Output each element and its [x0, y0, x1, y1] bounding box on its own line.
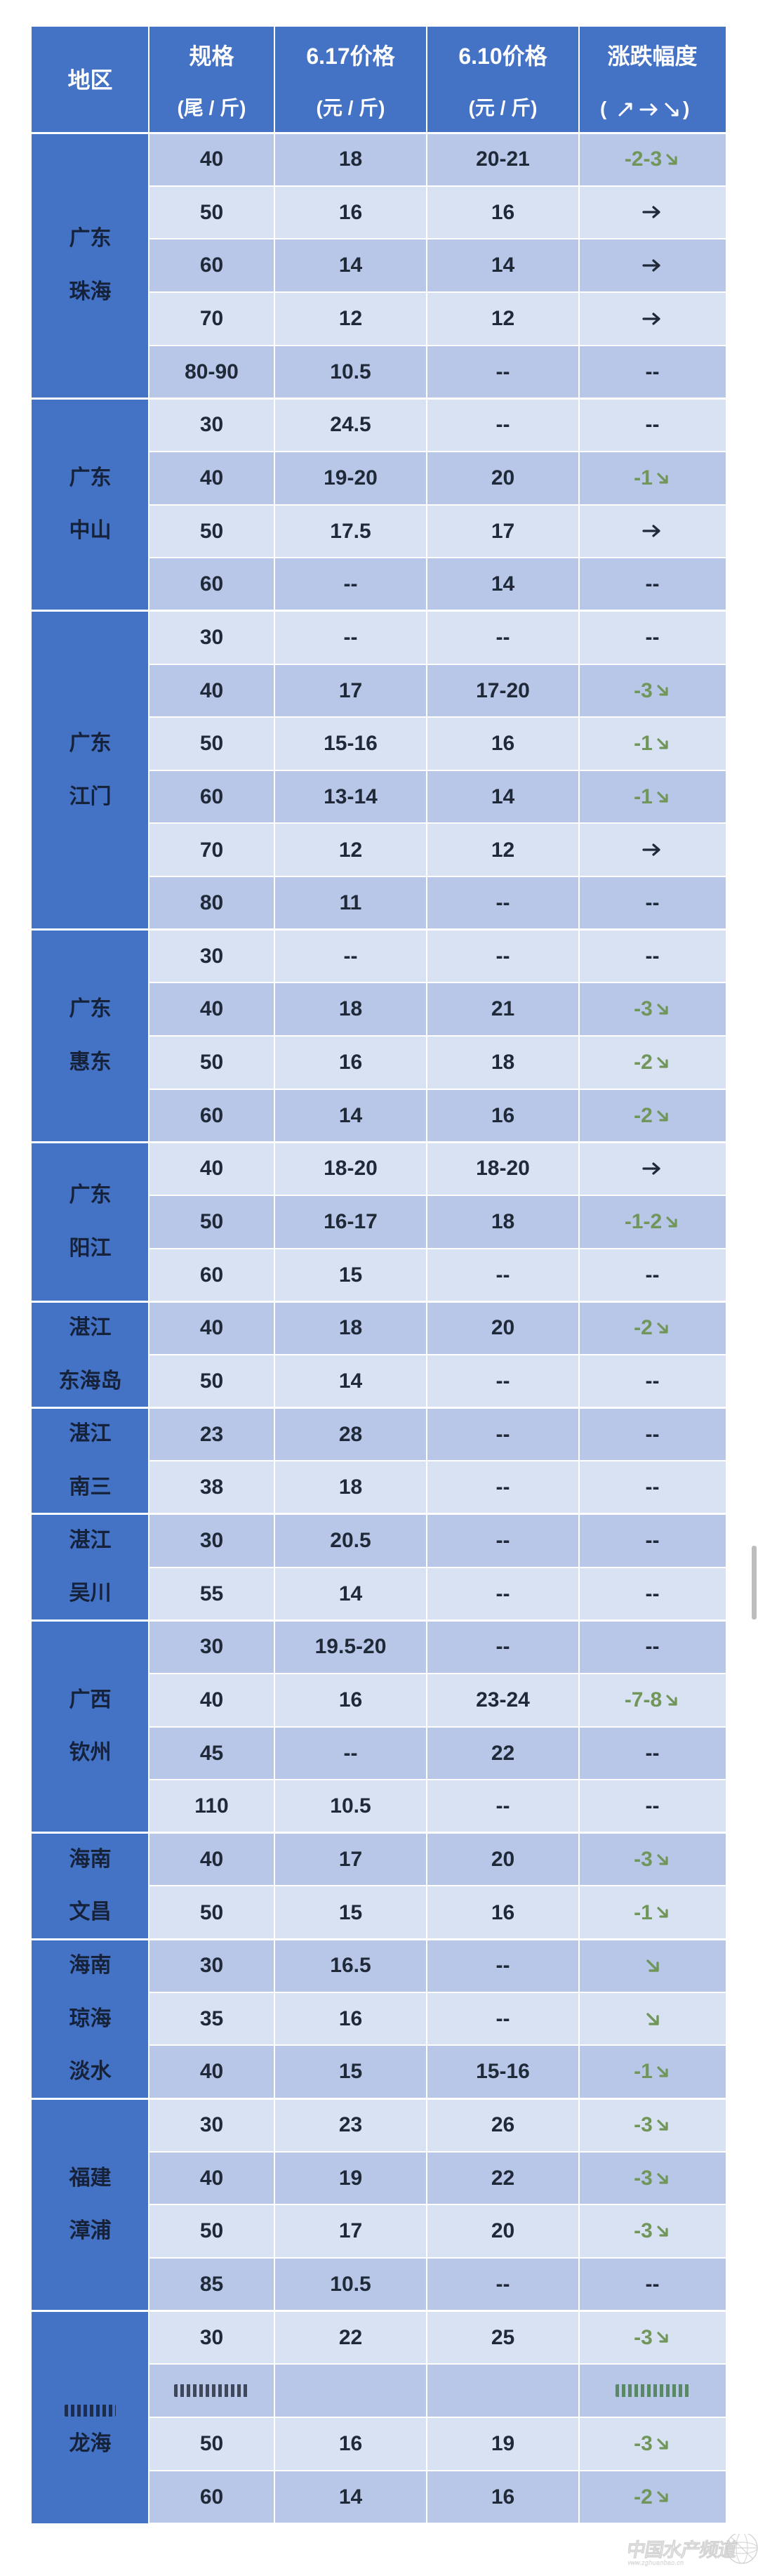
svg-text:中国水产频道: 中国水产频道 [628, 2539, 738, 2561]
svg-text:): ) [683, 98, 689, 119]
svg-text:(: ( [600, 98, 607, 119]
svg-text:www.zghuanbao.cn: www.zghuanbao.cn [628, 2559, 684, 2566]
